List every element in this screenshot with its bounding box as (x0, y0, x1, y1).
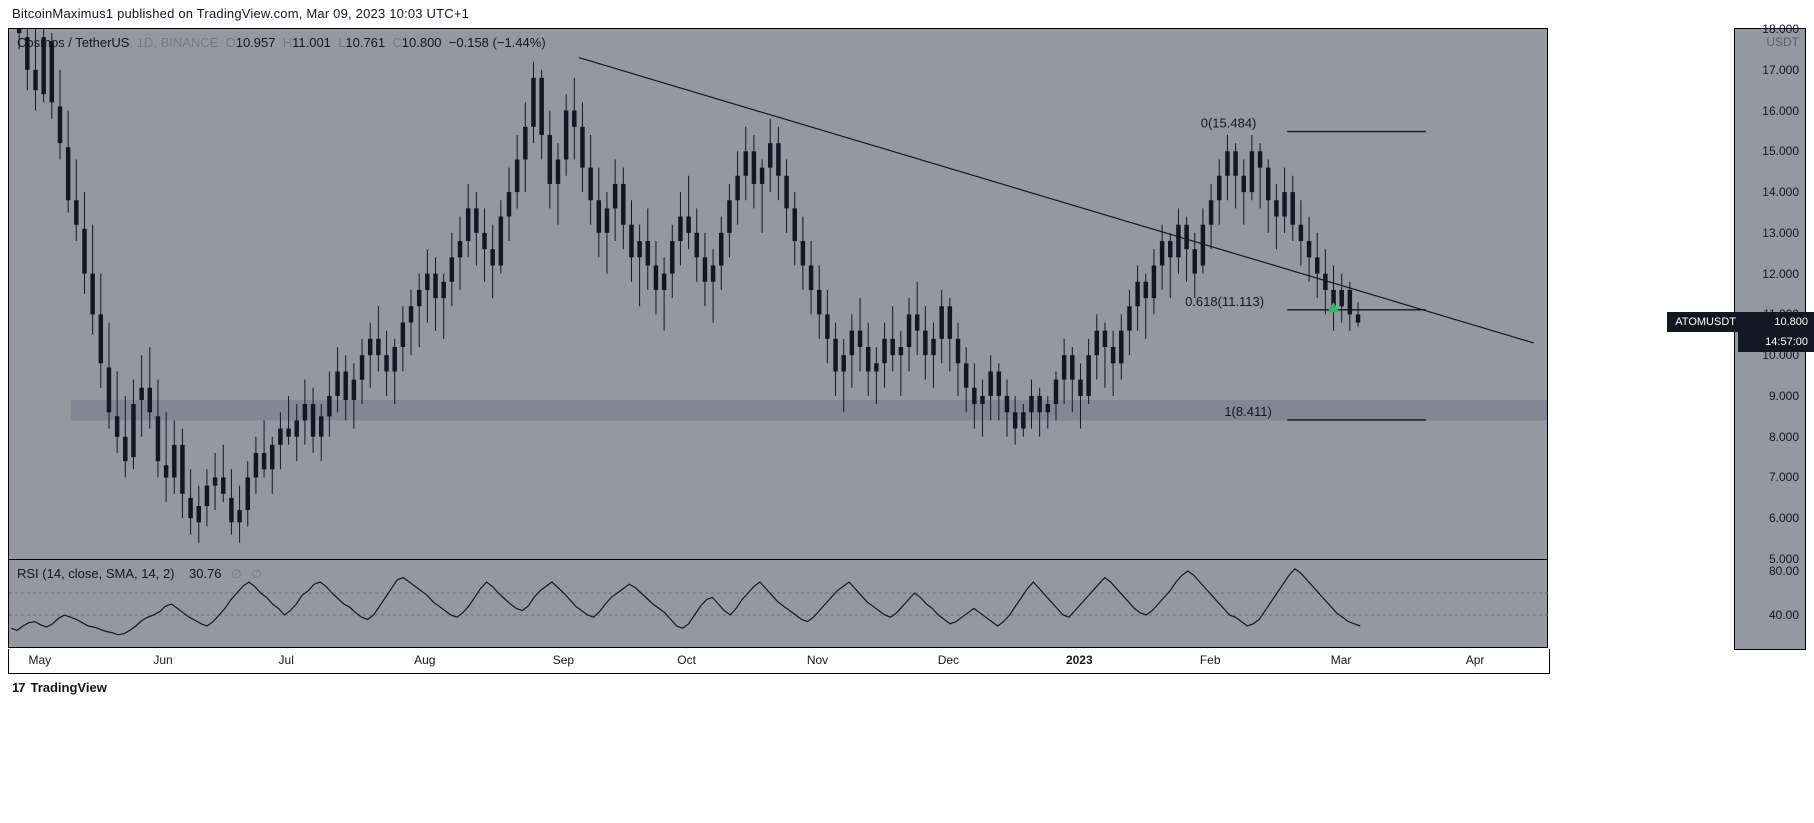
ohlc-close: 10.800 (402, 35, 442, 50)
time-axis[interactable]: May Jun Jul Aug Sep Oct Nov Dec 2023 Feb Mar Apr (8, 649, 1550, 674)
time-tick: Mar (1331, 653, 1352, 667)
rsi-title-text: RSI (14, close, SMA, 14, 2) (17, 566, 175, 581)
descending-trendline (579, 58, 1534, 343)
symbol-exch: BINANCE (161, 35, 219, 50)
time-tick: Dec (938, 653, 959, 667)
logo-text: TradingView (30, 680, 106, 695)
price-tick: 7.000 (1769, 470, 1799, 484)
fib-label: 1(8.411) (1224, 404, 1271, 419)
buy-arrow-icon (1327, 302, 1339, 312)
chart-area[interactable]: Cosmos / TetherUS, 1D, BINANCE O10.957 H… (8, 28, 1548, 648)
ohlc-chg: −0.158 (449, 35, 489, 50)
symbol-tf: 1D (137, 35, 154, 50)
tradingview-logo: 17 TradingView (12, 680, 107, 695)
price-tick: 9.000 (1769, 389, 1799, 403)
price-tick: 14.000 (1762, 185, 1799, 199)
ohlc-high: 11.001 (292, 35, 331, 50)
main-price-pane[interactable]: Cosmos / TetherUS, 1D, BINANCE O10.957 H… (9, 29, 1547, 560)
last-price-flag: 10.800 (1738, 312, 1814, 332)
publish-header: BitcoinMaximus1 published on TradingView… (12, 6, 469, 21)
price-tick: 12.000 (1762, 267, 1799, 281)
price-tick: 17.000 (1762, 63, 1799, 77)
time-tick: Jun (153, 653, 172, 667)
price-tick: 6.000 (1769, 511, 1799, 525)
symbol-price-flag: ATOMUSDT (1667, 312, 1744, 332)
time-tick: Sep (553, 653, 574, 667)
time-tick: May (28, 653, 51, 667)
support-zone (71, 400, 1547, 420)
rsi-hidden-icon: ∅ (231, 567, 241, 581)
symbol-pair: Cosmos / TetherUS (17, 35, 129, 50)
price-tick: 8.000 (1769, 430, 1799, 444)
time-tick: Feb (1200, 653, 1221, 667)
price-tick: 16.000 (1762, 104, 1799, 118)
rsi-hidden-icon: ∅ (251, 567, 261, 581)
symbol-title: Cosmos / TetherUS, 1D, BINANCE O10.957 H… (17, 35, 546, 50)
rsi-title: RSI (14, close, SMA, 14, 2) 30.76 ∅ ∅ (17, 566, 262, 581)
ohlc-low: 10.761 (345, 35, 385, 50)
price-tick: 15.000 (1762, 144, 1799, 158)
time-tick: Oct (677, 653, 696, 667)
fib-label: 0(15.484) (1201, 116, 1257, 131)
time-tick: Jul (279, 653, 294, 667)
time-tick: Aug (414, 653, 435, 667)
rsi-pane[interactable]: RSI (14, close, SMA, 14, 2) 30.76 ∅ ∅ (9, 560, 1547, 648)
price-tick: 13.000 (1762, 226, 1799, 240)
main-price-svg: 0(15.484) 0.618(11.113) 1(8.411) (9, 29, 1547, 559)
rsi-tick: 80.00 (1769, 564, 1799, 578)
rsi-tick: 40.00 (1769, 608, 1799, 622)
rsi-value: 30.76 (189, 566, 222, 581)
logo-icon: 17 (12, 680, 24, 695)
time-tick: 2023 (1066, 653, 1093, 667)
time-tick: Nov (807, 653, 828, 667)
ohlc-chgpct: (−1.44%) (493, 35, 546, 50)
ohlc-open: 10.957 (236, 35, 276, 50)
price-axis-unit: USDT (1766, 35, 1799, 49)
time-tick: Apr (1466, 653, 1485, 667)
fib-label: 0.618(11.113) (1185, 294, 1264, 309)
price-tick: 18.000 (1762, 22, 1799, 36)
countdown-flag: 14:57:00 (1738, 332, 1814, 352)
